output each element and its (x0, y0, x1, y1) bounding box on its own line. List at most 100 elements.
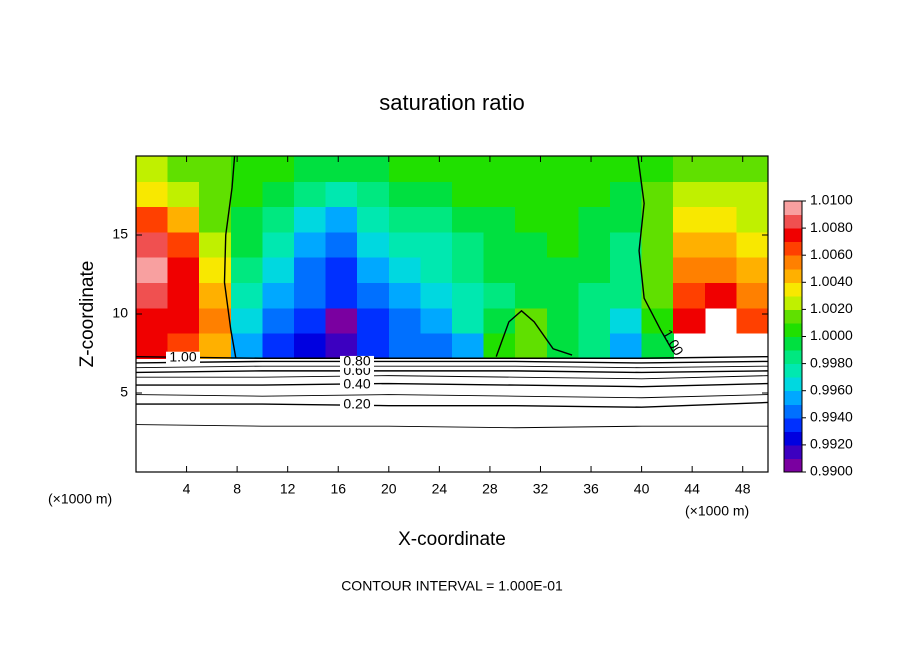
contour-label-bg (340, 398, 374, 411)
heat-cell (641, 206, 674, 233)
contour-label-bg (340, 355, 374, 368)
y-tick-label: 5 (120, 384, 128, 400)
x-tick-label: 36 (583, 481, 599, 497)
heat-cell (357, 206, 390, 233)
colorbar-band (784, 214, 802, 229)
heat-cell (420, 282, 453, 309)
x-tick-label: 44 (684, 481, 700, 497)
heat-cell (420, 231, 453, 258)
colorbar-tick-label: 1.0080 (810, 219, 853, 235)
footer-note: CONTOUR INTERVAL = 1.000E-01 (341, 578, 563, 594)
heat-cell (610, 156, 643, 182)
colorbar-tick-label: 0.9900 (810, 463, 853, 479)
colorbar-band (784, 390, 802, 405)
heat-cell (294, 257, 327, 283)
heat-cell (452, 181, 485, 208)
heat-cell (452, 282, 485, 309)
heat-cell (736, 181, 768, 208)
heat-cell (136, 206, 169, 233)
colorbar-band (784, 458, 802, 473)
heat-cell (610, 231, 643, 258)
heat-cell (452, 206, 485, 233)
colorbar-tick-label: 0.9980 (810, 354, 853, 370)
heat-cell (546, 231, 579, 258)
colorbar-band (784, 201, 802, 216)
heat-cell (357, 156, 390, 182)
heat-cell (199, 307, 232, 334)
colorbar-band (784, 241, 802, 256)
unity-contour (223, 156, 237, 359)
colorbar-band (784, 282, 802, 297)
heat-cell (641, 282, 674, 309)
heat-cell (357, 332, 390, 359)
heat-cell (515, 332, 548, 359)
heat-cell (230, 231, 263, 258)
unity-contour (495, 309, 573, 357)
heat-cell (704, 206, 737, 233)
heat-cell (420, 206, 453, 233)
contour-label: 0.40 (343, 376, 370, 392)
contour-line (136, 365, 768, 369)
heat-cell (167, 257, 200, 283)
contour-label: 0.20 (343, 396, 370, 412)
heat-cell (610, 206, 643, 233)
heat-cell (325, 307, 358, 334)
heat-cell (452, 156, 485, 182)
heat-cell (420, 332, 453, 359)
contour-line (136, 360, 768, 364)
overlay: 0.200.400.600.801.00 1.004 8 12 16 20 24 28 32 36… (112, 155, 853, 497)
heat-cell (388, 206, 421, 233)
heat-cell (199, 181, 232, 208)
heat-cell (452, 307, 485, 334)
heat-cell (515, 257, 548, 283)
heat-cell (673, 231, 706, 258)
contour-line (136, 382, 768, 388)
heat-cell (136, 257, 169, 283)
heat-cell (294, 307, 327, 334)
colorbar-band (784, 444, 802, 459)
heat-cell (294, 332, 327, 359)
heat-cell (388, 332, 421, 359)
heat-cell (673, 282, 706, 309)
heat-cell (167, 181, 200, 208)
y-tick-label: 10 (112, 305, 128, 321)
heat-cell (546, 307, 579, 334)
heat-cell (388, 181, 421, 208)
heat-cell (262, 332, 295, 359)
heat-cell (388, 257, 421, 283)
heat-cell (578, 231, 611, 258)
heat-cell (515, 282, 548, 309)
y-axis-title: Z-coordinate (77, 261, 98, 368)
heat-cell (388, 307, 421, 334)
heat-cell (199, 332, 232, 359)
heat-cell (546, 257, 579, 283)
heat-cell (610, 257, 643, 283)
colorbar-band (784, 404, 802, 419)
colorbar-band (784, 268, 802, 283)
heat-cell (230, 206, 263, 233)
colorbar-tick-label: 0.9940 (810, 409, 853, 425)
colorbar-tick-label: 1.0000 (810, 327, 853, 343)
heat-cell (452, 257, 485, 283)
colorbar-band (784, 322, 802, 337)
colorbar-tick-label: 1.0100 (810, 192, 853, 208)
colorbar-band (784, 255, 802, 270)
heat-cell (167, 231, 200, 258)
x-tick-label: 4 (183, 481, 191, 497)
heat-cell (136, 156, 169, 182)
heat-cell (546, 206, 579, 233)
heat-cell (483, 181, 516, 208)
heat-cell (546, 181, 579, 208)
heat-cell (262, 231, 295, 258)
heat-cell (230, 282, 263, 309)
heat-cell (167, 206, 200, 233)
contour-label-bg (340, 365, 374, 378)
heat-cell (262, 181, 295, 208)
contour-line (136, 370, 768, 374)
heat-cell (578, 206, 611, 233)
heat-cell (294, 206, 327, 233)
heat-cell (483, 206, 516, 233)
heat-cell (578, 332, 611, 359)
heat-cell (736, 156, 768, 182)
